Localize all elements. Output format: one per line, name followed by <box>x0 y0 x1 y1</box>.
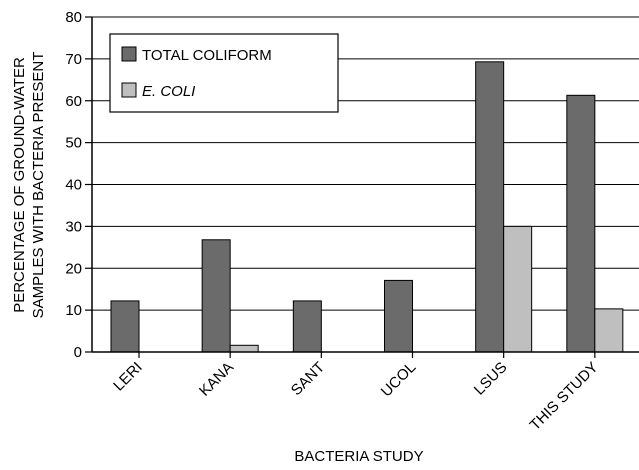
x-tick-label: THIS STUDY <box>527 359 602 434</box>
bar-e-coli-this-study <box>594 308 624 353</box>
bar-total-coliform-kana <box>201 239 231 353</box>
legend-swatch-e-coli <box>121 82 137 98</box>
y-tick-label: 80 <box>65 9 82 26</box>
bar-e-coli-lsus <box>503 225 533 353</box>
x-tick-label: LSUS <box>471 359 511 399</box>
y-tick-label: 70 <box>65 51 82 68</box>
bar-total-coliform-sant <box>292 300 322 353</box>
bars <box>110 61 624 353</box>
x-tick-label: LERI <box>110 359 146 395</box>
y-axis-title-line-2: SAMPLES WITH BACTERIA PRESENT <box>30 52 47 319</box>
y-tick-label: 60 <box>65 93 82 110</box>
bar-total-coliform-this-study <box>566 94 596 353</box>
y-tick-label: 0 <box>74 344 82 361</box>
y-tick-label: 20 <box>65 260 82 277</box>
legend: TOTAL COLIFORM E. COLI <box>109 33 339 113</box>
x-tick-labels: LERI KANA SANT UCOL LSUS THIS STUDY <box>110 352 602 434</box>
y-tick-label: 50 <box>65 135 82 152</box>
x-axis-title: BACTERIA STUDY <box>294 448 423 465</box>
x-tick-label: UCOL <box>378 359 419 400</box>
legend-box <box>109 33 339 113</box>
x-tick-label: KANA <box>196 359 237 400</box>
y-tick-labels: 0 10 20 30 40 50 60 70 80 <box>65 9 92 361</box>
y-tick-label: 30 <box>65 218 82 235</box>
bar-total-coliform-ucol <box>384 279 413 353</box>
y-tick-label: 10 <box>65 302 82 319</box>
bar-total-coliform-lsus <box>475 61 505 353</box>
y-axis-title-line-1: PERCENTAGE OF GROUND-WATER <box>11 57 28 313</box>
bar-e-coli-kana <box>229 344 259 353</box>
legend-label-total-coliform: TOTAL COLIFORM <box>142 47 272 64</box>
legend-swatch-total-coliform <box>121 46 137 62</box>
bar-total-coliform-leri <box>110 300 140 353</box>
y-tick-label: 40 <box>65 177 82 194</box>
legend-label-e-coli: E. COLI <box>142 83 195 100</box>
x-tick-label: SANT <box>288 359 328 399</box>
